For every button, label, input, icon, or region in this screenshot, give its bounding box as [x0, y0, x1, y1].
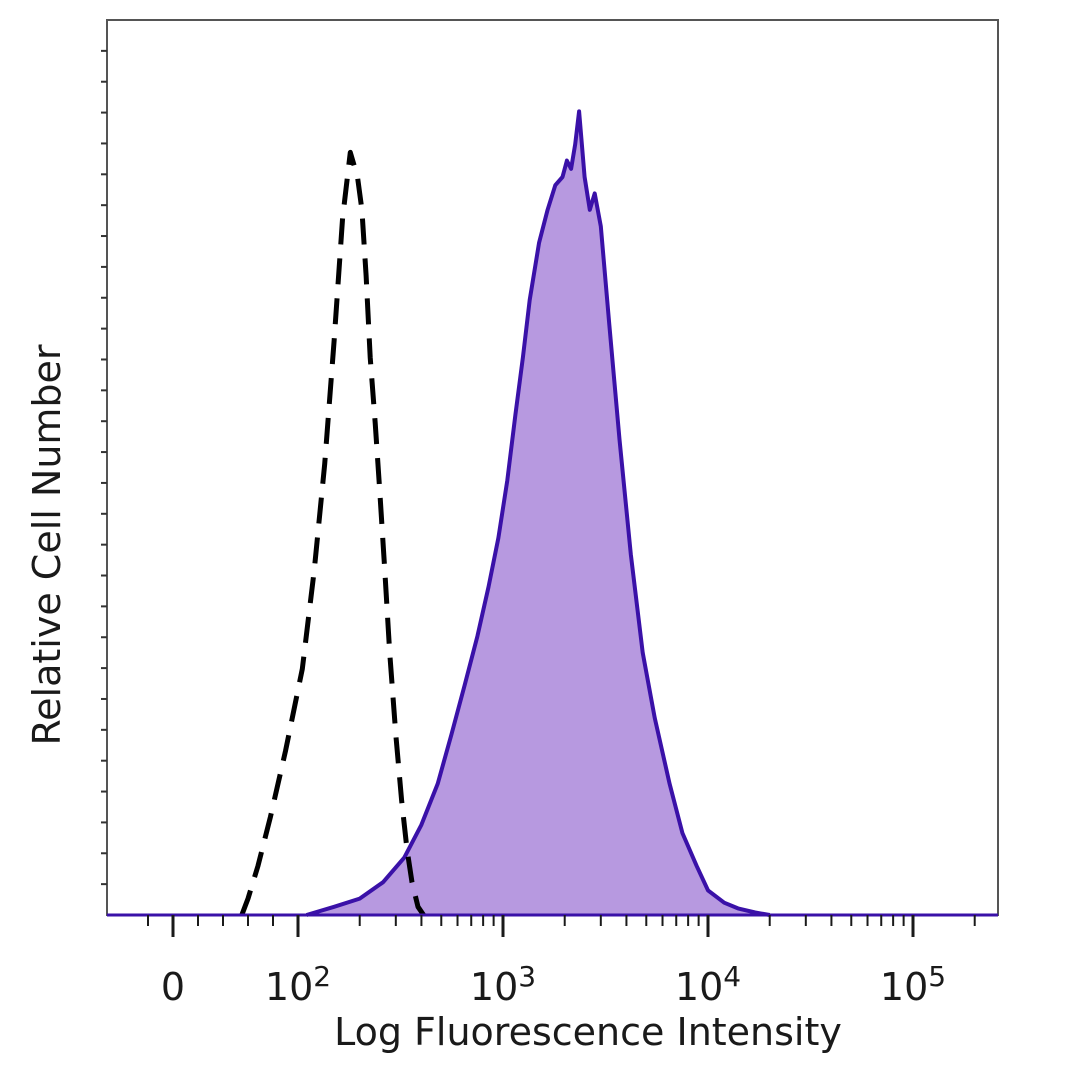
- x-tick-label: 102: [265, 960, 331, 1009]
- y-axis-title: Relative Cell Number: [25, 344, 69, 745]
- x-axis-title: Log Fluorescence Intensity: [334, 1010, 842, 1054]
- x-tick-label: 103: [470, 960, 536, 1009]
- x-tick-label: 0: [161, 965, 185, 1009]
- control-histogram-dashed: [239, 149, 426, 917]
- x-tick-label: 105: [880, 960, 946, 1009]
- x-tick-label: 104: [675, 960, 741, 1009]
- sample-histogram-outline: [305, 109, 771, 917]
